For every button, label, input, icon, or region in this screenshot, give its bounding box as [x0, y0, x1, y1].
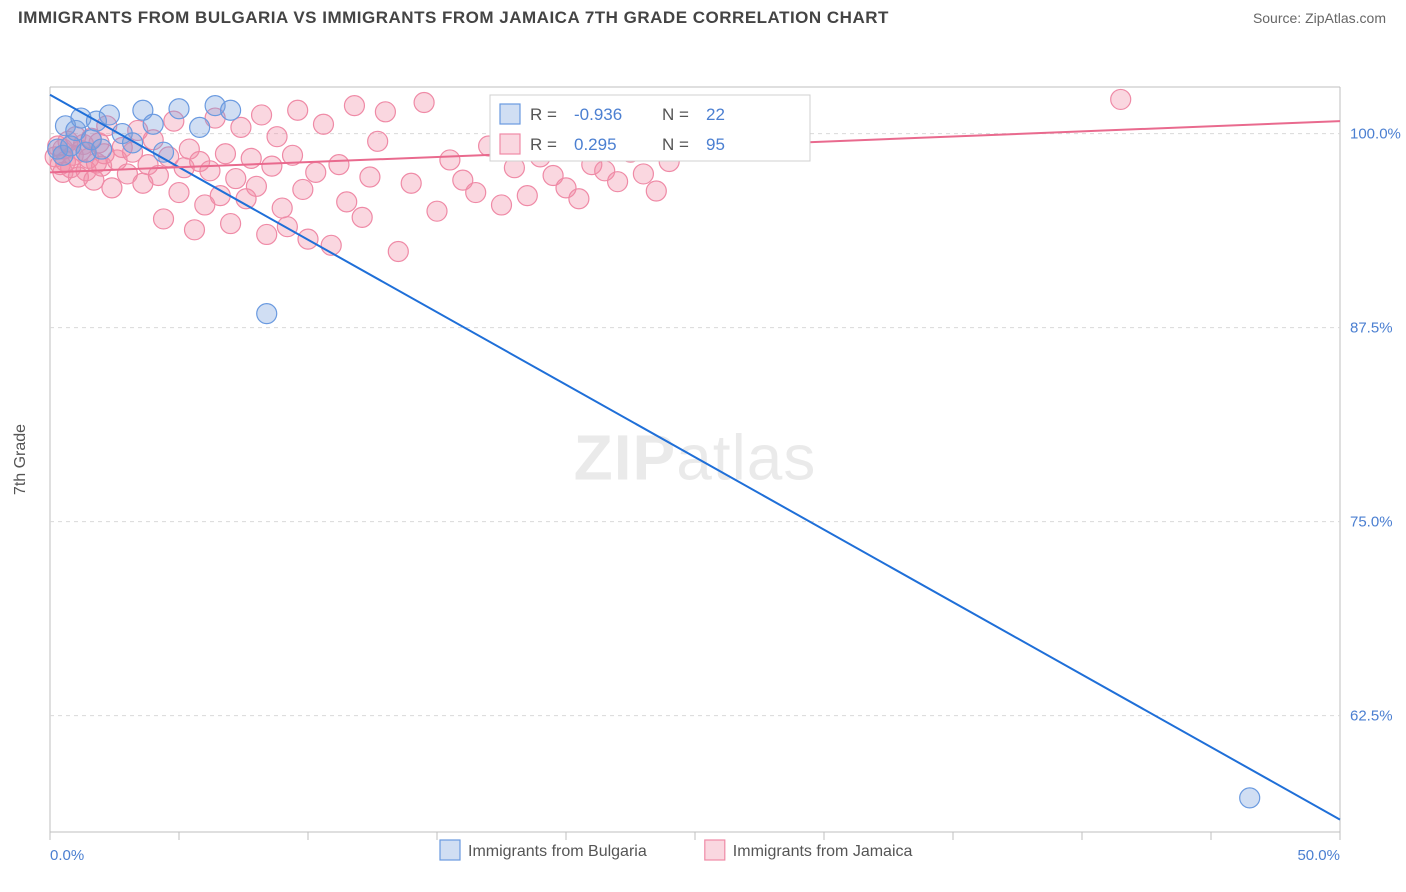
data-point [368, 131, 388, 151]
data-point [123, 133, 143, 153]
trend-line [50, 95, 1340, 820]
legend-r-label: R = [530, 105, 557, 124]
data-point [288, 100, 308, 120]
x-tick-label: 0.0% [50, 847, 84, 864]
data-point [1240, 788, 1260, 808]
data-point [344, 96, 364, 116]
bottom-legend-swatch [705, 840, 725, 860]
legend-n-value: 22 [706, 105, 725, 124]
bottom-legend-label: Immigrants from Bulgaria [468, 843, 647, 860]
data-point [262, 156, 282, 176]
data-point [184, 220, 204, 240]
chart-container: 62.5%75.0%87.5%100.0%0.0%50.0%ZIPatlas7t… [0, 32, 1406, 882]
data-point [154, 209, 174, 229]
chart-source: Source: ZipAtlas.com [1253, 10, 1386, 26]
data-point [313, 114, 333, 134]
data-point [608, 172, 628, 192]
y-axis-label: 7th Grade [12, 424, 29, 495]
legend-swatch [500, 134, 520, 154]
data-point [215, 144, 235, 164]
chart-svg: 62.5%75.0%87.5%100.0%0.0%50.0%ZIPatlas7t… [0, 32, 1406, 882]
data-point [252, 105, 272, 125]
data-point [360, 167, 380, 187]
y-tick-label: 75.0% [1350, 514, 1393, 531]
legend-n-label: N = [662, 135, 689, 154]
data-point [200, 161, 220, 181]
data-point [401, 173, 421, 193]
y-tick-label: 87.5% [1350, 320, 1393, 337]
data-point [210, 186, 230, 206]
data-point [337, 192, 357, 212]
data-point [257, 224, 277, 244]
data-point [277, 217, 297, 237]
data-point [375, 102, 395, 122]
data-point [190, 117, 210, 137]
data-point [246, 176, 266, 196]
source-prefix: Source: [1253, 10, 1305, 26]
source-link[interactable]: ZipAtlas.com [1305, 10, 1386, 26]
data-point [257, 304, 277, 324]
data-point [517, 186, 537, 206]
data-point [646, 181, 666, 201]
data-point [267, 127, 287, 147]
data-point [92, 139, 112, 159]
legend-n-value: 95 [706, 135, 725, 154]
data-point [169, 183, 189, 203]
data-point [492, 195, 512, 215]
legend-r-label: R = [530, 135, 557, 154]
data-point [143, 114, 163, 134]
data-point [272, 198, 292, 218]
data-point [102, 178, 122, 198]
x-tick-label: 50.0% [1297, 847, 1340, 864]
data-point [414, 93, 434, 113]
data-point [1111, 89, 1131, 109]
legend-r-value: 0.295 [574, 135, 617, 154]
data-point [633, 164, 653, 184]
data-point [99, 105, 119, 125]
chart-header: IMMIGRANTS FROM BULGARIA VS IMMIGRANTS F… [0, 0, 1406, 32]
data-point [329, 155, 349, 175]
data-point [226, 169, 246, 189]
legend-swatch [500, 104, 520, 124]
bottom-legend-label: Immigrants from Jamaica [733, 843, 913, 860]
data-point [169, 99, 189, 119]
legend-n-label: N = [662, 105, 689, 124]
data-point [440, 150, 460, 170]
y-tick-label: 62.5% [1350, 708, 1393, 725]
chart-title: IMMIGRANTS FROM BULGARIA VS IMMIGRANTS F… [18, 8, 889, 28]
data-point [466, 183, 486, 203]
data-point [221, 100, 241, 120]
data-point [221, 214, 241, 234]
data-point [306, 162, 326, 182]
y-tick-label: 100.0% [1350, 126, 1401, 143]
data-point [293, 179, 313, 199]
legend-r-value: -0.936 [574, 105, 622, 124]
data-point [388, 242, 408, 262]
data-point [569, 189, 589, 209]
data-point [231, 117, 251, 137]
data-point [352, 207, 372, 227]
data-point [427, 201, 447, 221]
bottom-legend-swatch [440, 840, 460, 860]
